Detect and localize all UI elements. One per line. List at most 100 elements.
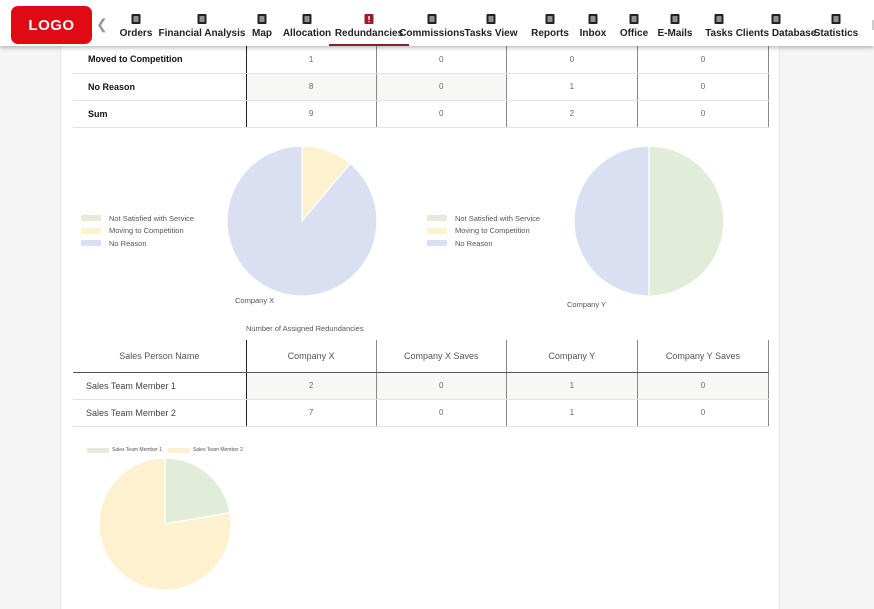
nav-label: Allocation: [282, 28, 332, 39]
nav-label: Reports: [531, 28, 569, 39]
cell-value: 1: [245, 46, 377, 74]
legend-company-y: Not Satisfied with Service Moving to Comp…: [427, 212, 540, 250]
legend-label: Moving to Competition: [109, 226, 184, 236]
nav-label: Orders: [119, 28, 153, 39]
legend-swatch: [167, 447, 190, 453]
cell-value: 0: [636, 372, 770, 400]
legend-swatch: [427, 215, 447, 222]
assigned-table-caption: Number of Assigned Redundancies: [246, 324, 364, 333]
legend-label: Sales Team Member 2: [192, 447, 243, 453]
nav-label: Map: [252, 28, 272, 39]
logo[interactable]: LOGO: [11, 6, 92, 44]
tasks-icon: [713, 12, 725, 26]
bank-icon: [196, 12, 208, 26]
legend-item[interactable]: Not Satisfied with Service: [427, 212, 540, 225]
nav-item-map[interactable]: Map: [249, 0, 275, 46]
nav-item-tasks-view[interactable]: Tasks View: [457, 0, 525, 46]
cell-value: 0: [636, 399, 770, 427]
pie-chart-sales-team: [98, 457, 232, 591]
table-row: Sum 9 0 2 0: [73, 100, 770, 128]
cell-value: 1: [505, 399, 638, 427]
inbox-icon: [587, 12, 599, 26]
nav-item-reports[interactable]: Reports: [525, 0, 575, 46]
library-books-icon: [485, 12, 497, 26]
legend-item[interactable]: Not Satisfied with Service: [81, 212, 194, 225]
map-icon: [256, 12, 268, 26]
chevron-left-icon[interactable]: ❮: [96, 16, 108, 32]
nav-label: Statistics: [813, 28, 859, 39]
nav-item-tasks[interactable]: Tasks: [700, 0, 738, 46]
assignment-late-icon: [363, 12, 375, 26]
people-icon: [770, 12, 782, 26]
cell-value: 0: [375, 372, 507, 400]
row-label: Sales Team Member 1: [73, 372, 247, 400]
pie-slice-sales-team-member-1[interactable]: [164, 457, 231, 525]
row-label: Sum: [73, 100, 247, 128]
nav-label: Tasks View: [464, 28, 518, 39]
cell-value: 2: [245, 372, 377, 400]
chart-title-company-y: Company Y: [567, 300, 607, 309]
column-header: Sales Person Name: [73, 340, 247, 373]
nav-item-office[interactable]: Office: [612, 0, 656, 46]
pie-slice-sales-team-member-2[interactable]: [98, 457, 232, 591]
top-navigation-bar: LOGO ❮ Orders Financial Analysis Map Alloca…: [0, 0, 874, 46]
legend-item[interactable]: No Reason: [81, 237, 194, 250]
cell-value: 9: [245, 100, 377, 128]
nav-label: Clients Database: [735, 28, 817, 39]
row-label: Sales Team Member 2: [73, 399, 247, 427]
legend-label: Sales Team Member 1: [112, 447, 162, 453]
nav-item-redundancies[interactable]: Redundancies: [329, 0, 409, 46]
column-header: Company X Saves: [375, 340, 507, 373]
pie-slice-not-satisfied-with-service[interactable]: [648, 145, 725, 297]
legend-item[interactable]: Sales Team Member 2: [167, 447, 243, 453]
table-row: Moved to Competition 1 0 0 0: [73, 46, 770, 74]
cell-value: 0: [375, 399, 507, 427]
table-row: No Reason 8 0 1 0: [73, 73, 770, 101]
cell-value: 1: [505, 372, 638, 400]
legend-sales-team: Sales Team Member 1 Sales Team Member 2: [87, 447, 249, 453]
nav-label: Financial Analysis: [158, 28, 246, 39]
legend-item[interactable]: Moving to Competition: [81, 225, 194, 238]
nav-item-allocation[interactable]: Allocation: [273, 0, 341, 46]
nav-label: Commissions: [399, 28, 465, 39]
assigned-redundancies-table: Sales Person Name Company X Company X Save…: [73, 340, 770, 427]
row-label: Moved to Competition: [73, 46, 247, 74]
nav-label: Redundancies: [334, 28, 404, 39]
legend-item[interactable]: Sales Team Member 1: [87, 447, 162, 453]
nav-item-financial-analysis[interactable]: Financial Analysis: [144, 0, 260, 46]
pie-slice-no-reason[interactable]: [226, 145, 378, 297]
cell-value: 1: [505, 73, 638, 101]
chart-title-company-x: Company X: [235, 296, 275, 305]
cell-value: 2: [505, 100, 638, 128]
legend-swatch: [427, 240, 447, 247]
legend-company-x: Not Satisfied with Service Moving to Comp…: [81, 212, 194, 250]
nav-item-orders[interactable]: Orders: [114, 0, 158, 46]
pie-chart-company-x: [226, 145, 378, 297]
legend-swatch: [427, 227, 447, 234]
legend-item[interactable]: No Reason: [427, 237, 540, 250]
column-header: Company Y Saves: [636, 340, 770, 373]
assignment-ind-icon: [301, 12, 313, 26]
legend-label: Not Satisfied with Service: [455, 213, 541, 223]
cell-value: 0: [375, 73, 507, 101]
cell-value: 0: [636, 46, 770, 74]
report-panel: Moved to Competition 1 0 0 0 No Reason 8 0 1 0 Sum…: [60, 46, 780, 609]
cell-value: 0: [636, 100, 770, 128]
nav-item-inbox[interactable]: Inbox: [574, 0, 612, 46]
legend-item[interactable]: Moving to Competition: [427, 225, 540, 238]
nav-item-e-mails[interactable]: E-Mails: [650, 0, 700, 46]
bar-chart-icon: [830, 12, 842, 26]
nav-item-clients-database[interactable]: Clients Database: [724, 0, 828, 46]
nav-label: E-Mails: [657, 28, 693, 39]
nav-scroll-edge: [872, 20, 874, 30]
assignment-icon: [426, 12, 438, 26]
cell-value: 0: [375, 100, 507, 128]
pie-slice-no-reason[interactable]: [573, 145, 650, 297]
nav-item-commissions[interactable]: Commissions: [395, 0, 469, 46]
legend-swatch: [81, 227, 101, 234]
column-header: Company X: [245, 340, 377, 373]
briefcase-icon: [628, 12, 640, 26]
nav-label: Office: [619, 28, 649, 39]
nav-item-statistics[interactable]: Statistics: [802, 0, 870, 46]
